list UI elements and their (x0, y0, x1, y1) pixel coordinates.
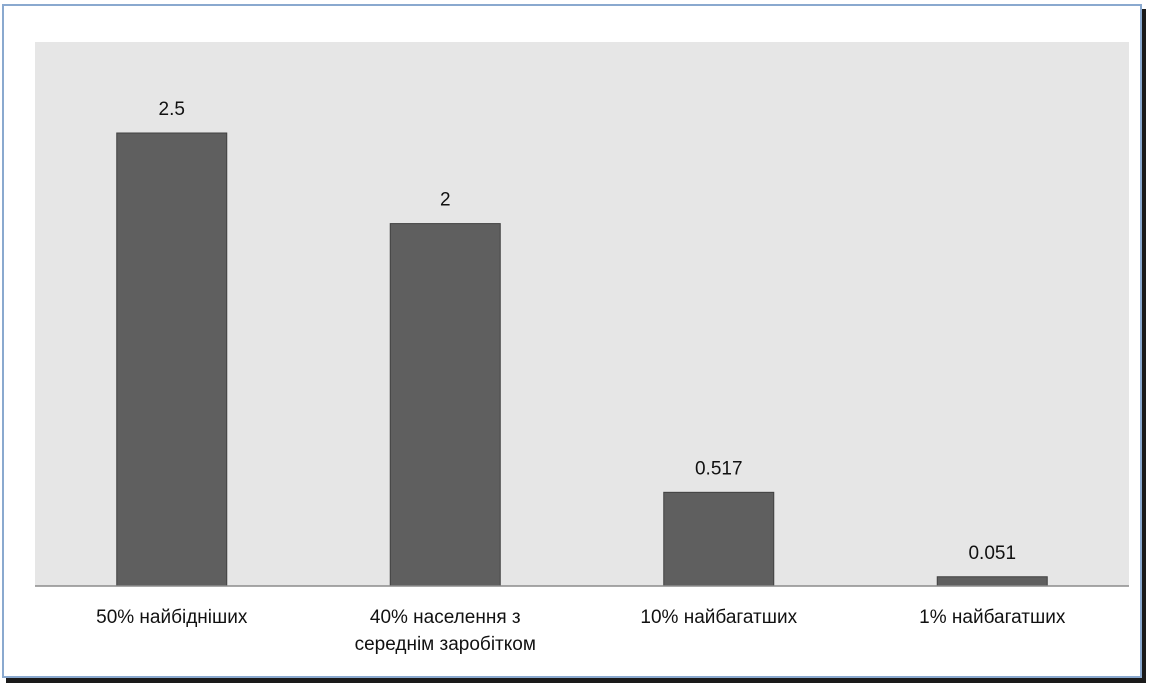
category-label-2-line-2: середнім заробітком (355, 634, 536, 655)
category-label-2-line-1: 40% населення з (370, 607, 521, 628)
bar-2 (389, 223, 501, 587)
bars-group (116, 132, 1048, 587)
category-label-1: 50% найбідніших (96, 607, 248, 628)
value-label-1: 2.5 (159, 99, 185, 120)
value-labels-group: 2.5 2 0.517 0.051 (159, 99, 1016, 564)
category-label-3-line-1: 10% найбагатших (640, 607, 797, 628)
category-label-4: 1% найбагатших (919, 607, 1066, 628)
category-labels-group: 50% найбідніших 40% населення з середнім з… (96, 607, 1066, 655)
chart-frame: 2.5 2 0.517 0.051 50% найбідніших 40% населе… (2, 4, 1142, 678)
bar-chart: 2.5 2 0.517 0.051 50% найбідніших 40% населе… (35, 42, 1129, 655)
category-label-4-line-1: 1% найбагатших (919, 607, 1066, 628)
value-label-4: 0.051 (968, 543, 1016, 564)
category-label-3: 10% найбагатших (640, 607, 797, 628)
category-label-2: 40% населення з середнім заробітком (355, 607, 536, 655)
value-label-2: 2 (440, 190, 451, 211)
bar-1 (116, 132, 228, 587)
bar-3 (663, 491, 775, 587)
bar-4 (936, 576, 1048, 587)
category-label-1-line-1: 50% найбідніших (96, 607, 248, 628)
value-label-3: 0.517 (695, 458, 743, 479)
